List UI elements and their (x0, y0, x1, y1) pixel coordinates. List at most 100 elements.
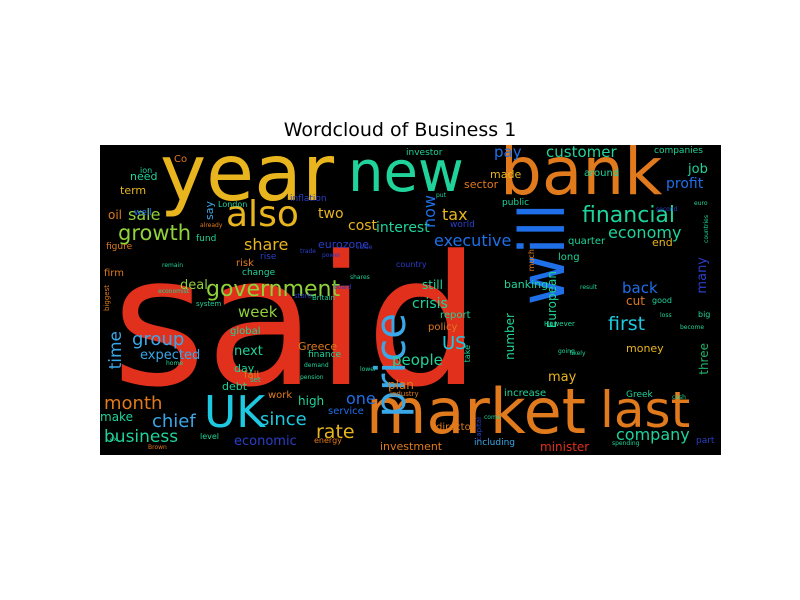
word-report: report (440, 310, 471, 321)
word-expected: expected (140, 348, 201, 363)
word-share: share (244, 235, 289, 254)
word-may: may (548, 370, 577, 385)
word-store: store (294, 292, 312, 300)
word-remain: remain (162, 262, 184, 269)
word-demand: demand (304, 362, 329, 369)
word-trade: trade (300, 248, 316, 255)
word-already: already (200, 222, 223, 229)
chart-title: Wordcloud of Business 1 (283, 119, 517, 141)
word-next: next (234, 344, 263, 359)
word-plan: plan (388, 378, 414, 392)
word-figure: figure (106, 242, 133, 252)
word-economic: economic (234, 434, 297, 449)
word-become: become (680, 324, 705, 331)
word-including: including (474, 438, 515, 448)
word-second: second (656, 206, 678, 213)
word-market: market (366, 375, 587, 448)
word-also: also (226, 194, 299, 235)
word-energy: energy (314, 436, 342, 445)
word-value: value (356, 244, 373, 251)
word-result: result (580, 284, 597, 291)
word-set: set (250, 376, 261, 384)
word-euro: euro (694, 200, 708, 207)
word-good: good (652, 296, 672, 305)
word-ex: ex (110, 436, 118, 443)
word-power: power (322, 252, 341, 259)
word-customer: customer (546, 145, 617, 161)
word-however: However (544, 320, 575, 328)
word-interest: interest (376, 220, 430, 236)
word-global: global (230, 326, 261, 337)
word-cut: cut (626, 294, 645, 308)
word-job: job (688, 162, 708, 177)
word-eurozone: eurozone (318, 238, 369, 251)
word-risk: risk (236, 258, 254, 269)
word-rate: rate (316, 421, 355, 443)
word-week: week (238, 303, 278, 321)
word-fall: fall (244, 370, 260, 381)
word-last: last (600, 381, 691, 439)
word-economy: economy (608, 223, 682, 242)
word-banking: banking (504, 278, 549, 291)
word-industry: industry (390, 390, 419, 398)
word-need: need (130, 170, 158, 183)
word-investor: investor (406, 148, 443, 158)
word-minister: minister (540, 440, 590, 454)
word-director: director (436, 422, 475, 433)
word-sale: sale (128, 205, 161, 224)
word-investment: investment (380, 440, 443, 453)
word-company: company (616, 425, 690, 444)
word-inflation: inflation (290, 194, 327, 204)
word-well: well (134, 208, 152, 218)
word-put: put (436, 192, 446, 199)
wordcloud: said year bank market new will UK last also price… (100, 145, 721, 455)
word-level: level (200, 432, 220, 441)
word-business: business (104, 427, 179, 447)
word-much: much (527, 249, 536, 272)
word-term: term (120, 184, 147, 197)
word-london: London (218, 200, 248, 209)
word-service: service (328, 406, 364, 417)
word-cost: cost (348, 218, 378, 234)
word-policy: policy (428, 322, 458, 333)
word-board: board (334, 284, 352, 291)
word-people: people (392, 351, 443, 369)
word-say: say (203, 201, 216, 220)
word-big: big (698, 310, 711, 319)
word-oil: oil (108, 208, 123, 222)
word-growth: growth (118, 221, 192, 245)
word-greek: Greek (626, 390, 653, 400)
word-countries: countries (703, 215, 710, 243)
word-economist: economist (158, 288, 190, 295)
word-money: money (626, 342, 664, 355)
word-deal: deal (180, 278, 208, 293)
word-system: system (196, 300, 222, 308)
word-loss: loss (660, 312, 672, 319)
word-two: two (318, 206, 344, 222)
word-greece: Greece (298, 340, 338, 353)
word-firm: firm (104, 268, 124, 279)
word-part: part (696, 436, 715, 446)
word-ion: ion (140, 166, 153, 175)
word-companies: companies (654, 146, 703, 156)
word-executive: executive (434, 231, 512, 250)
word-group: group (132, 329, 185, 350)
word-long: long (558, 252, 580, 263)
word-rise: rise (260, 252, 277, 262)
word-quarter: quarter (568, 236, 606, 247)
word-tax: tax (442, 205, 468, 224)
word-lower: lower (360, 366, 377, 373)
word-crisis: crisis (412, 296, 448, 312)
word-capital: capital (475, 417, 483, 441)
word-back: back (622, 279, 658, 297)
word-chief: chief (152, 411, 196, 432)
word-spending: spending (612, 440, 640, 447)
word-country: country (396, 260, 427, 269)
word-debt: debt (222, 380, 248, 393)
word-month: month (104, 393, 163, 414)
word-cash: cash (672, 394, 686, 401)
word-sector: sector (464, 178, 499, 191)
word-going: going (558, 348, 575, 355)
word-end: end (652, 236, 673, 249)
word-pension: pension (300, 374, 324, 381)
